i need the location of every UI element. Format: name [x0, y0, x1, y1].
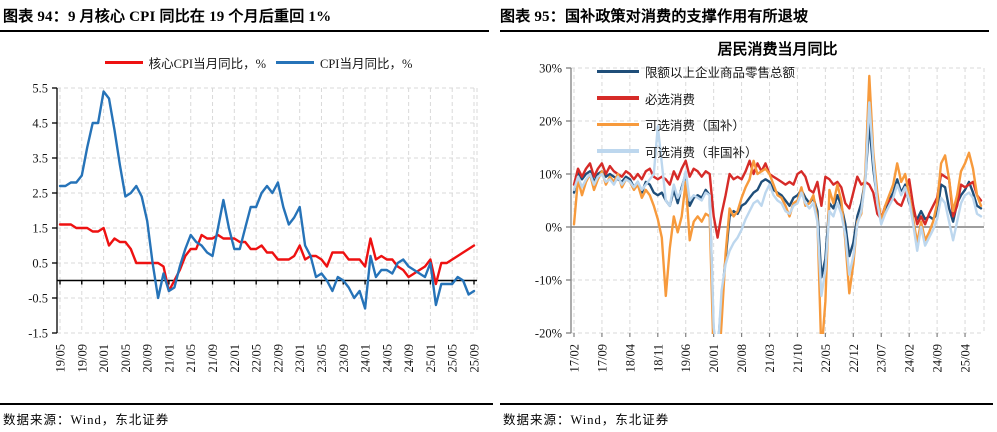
x-tick-label: 21/05	[184, 344, 198, 372]
panel-consumption-chart: 图表 95：国补政策对消费的支撑作用有所退坡 居民消费当月同比 17/02 17/…	[497, 0, 997, 432]
panel-cpi-chart: 图表 94：9 月核心 CPI 同比在 19 个月后重回 1% 19/05 19/…	[0, 0, 497, 432]
x-tick-label: 20/05	[119, 344, 133, 372]
series-line-可选消费（非国补）	[572, 101, 983, 334]
x-tick-label: 18/04	[623, 343, 637, 372]
y-tick-label: 5.5	[32, 81, 48, 95]
legend-label-retail-total: 限额以上企业商品零售总额	[645, 66, 796, 80]
legend-item-discretionary-subsidy: 可选消费（国补）	[597, 115, 795, 134]
data-source-note: 数据来源：Wind，东北证券	[3, 413, 170, 427]
y-tick-label: 3.5	[32, 151, 48, 165]
x-tick-label: 22/05	[819, 344, 833, 372]
chart-title-consumption: 居民消费当月同比	[717, 42, 838, 58]
core-cpi-line-swatch	[104, 60, 143, 65]
x-tick-label: 23/07	[875, 344, 889, 372]
x-tick-label: 24/01	[359, 344, 373, 372]
legend-item-cpi: CPI当月同比，%	[276, 53, 412, 72]
consumption-chart-legend: 限额以上企业商品零售总额 必选消费 可选消费（国补） 可选消费（非国补）	[597, 62, 795, 161]
y-tick-label: -0.5	[28, 291, 48, 305]
x-tick-label: 22/01	[228, 344, 242, 372]
y-tick-label: 0%	[545, 220, 562, 234]
y-tick-label: 2.5	[32, 186, 48, 200]
x-tick-label: 23/05	[315, 344, 329, 372]
legend-item-discretionary-nonsubsidy: 可选消费（非国补）	[597, 142, 795, 161]
cpi-chart-legend: 核心CPI当月同比，% CPI当月同比，%	[40, 53, 477, 72]
series-line-CPI当月同比，%	[58, 90, 476, 310]
cpi-line-swatch	[276, 60, 314, 65]
consumption-line-chart: 17/02 17/09 18/04 18/11 19/06 20/01 20/08 21/03…	[535, 61, 985, 372]
x-tick-label: 25/09	[468, 344, 482, 372]
y-tick-label: 10%	[539, 167, 562, 181]
legend-label-discretionary-subsidy: 可选消费（国补）	[645, 119, 746, 133]
footer-divider	[0, 403, 493, 405]
panel-title-figure-94: 图表 94：9 月核心 CPI 同比在 19 个月后重回 1%	[3, 9, 332, 25]
series-line-核心CPI当月同比，%	[58, 223, 476, 293]
staples-line-swatch	[597, 96, 639, 100]
y-tick-label: 4.5	[32, 116, 48, 130]
x-tick-label: 20/01	[707, 344, 721, 372]
legend-label-staples: 必选消费	[645, 92, 696, 107]
y-tick-label: 0.5	[32, 256, 48, 270]
x-tick-label: 19/05	[54, 344, 68, 372]
x-tick-label: 21/03	[763, 344, 777, 372]
x-tick-label: 21/01	[162, 344, 176, 372]
discretionary-subsidy-line-swatch	[597, 122, 639, 127]
y-tick-label: -1.5	[28, 326, 48, 340]
y-tick-label: 20%	[539, 114, 562, 128]
legend-item-core-cpi: 核心CPI当月同比，%	[104, 53, 266, 72]
legend-label-discretionary-nonsubsidy: 可选消费（非国补）	[645, 145, 758, 160]
x-tick-label: 20/09	[141, 344, 155, 372]
series-group	[572, 74, 983, 334]
header-divider	[500, 30, 989, 32]
y-tick-label: -10%	[535, 273, 562, 287]
legend-item-staples: 必选消费	[597, 89, 795, 108]
legend-label-cpi: CPI当月同比，%	[320, 57, 413, 71]
data-source-note: 数据来源：Wind，东北证券	[503, 413, 670, 427]
x-tick-label: 19/06	[679, 344, 693, 372]
y-tick-label: 30%	[539, 61, 562, 75]
series-line-必选消费	[572, 159, 983, 239]
x-tick-label: 21/10	[791, 344, 805, 372]
x-tick-label: 23/09	[337, 344, 351, 372]
x-tick-label: 25/04	[959, 343, 973, 372]
x-tick-label: 22/12	[847, 344, 861, 372]
x-tick-label: 24/09	[931, 344, 945, 372]
x-tick-label: 25/01	[424, 344, 438, 372]
x-tick-label: 24/09	[402, 344, 416, 372]
legend-item-retail-total: 限额以上企业商品零售总额	[597, 62, 795, 81]
y-tick-label: 1.5	[32, 221, 48, 235]
series-group	[58, 90, 476, 310]
header-divider	[0, 30, 489, 32]
x-tick-label: 24/02	[903, 344, 917, 372]
x-tick-label: 20/08	[735, 344, 749, 372]
retail-total-line-swatch	[597, 69, 639, 74]
y-tick-label: -20%	[535, 326, 562, 340]
footer-divider	[500, 403, 993, 405]
discretionary-nonsubsidy-line-swatch	[597, 149, 639, 153]
x-tick-label: 18/11	[651, 344, 665, 372]
x-tick-label: 20/01	[97, 344, 111, 372]
legend-label-core-cpi: 核心CPI当月同比，%	[148, 57, 266, 71]
cpi-line-chart: 19/05 19/09 20/01 20/05 20/09 21/01 21/05 21/09…	[28, 81, 482, 372]
x-tick-label: 17/09	[595, 344, 609, 372]
x-tick-label: 21/09	[206, 344, 220, 372]
x-tick-label: 22/05	[250, 344, 264, 372]
x-tick-label: 19/09	[75, 344, 89, 372]
x-tick-label: 24/05	[380, 344, 394, 372]
x-tick-label: 23/01	[293, 344, 307, 372]
panel-title-figure-95: 图表 95：国补政策对消费的支撑作用有所退坡	[500, 9, 809, 25]
x-tick-label: 17/02	[568, 344, 582, 372]
x-tick-label: 25/05	[446, 344, 460, 372]
x-tick-label: 22/09	[271, 344, 285, 372]
